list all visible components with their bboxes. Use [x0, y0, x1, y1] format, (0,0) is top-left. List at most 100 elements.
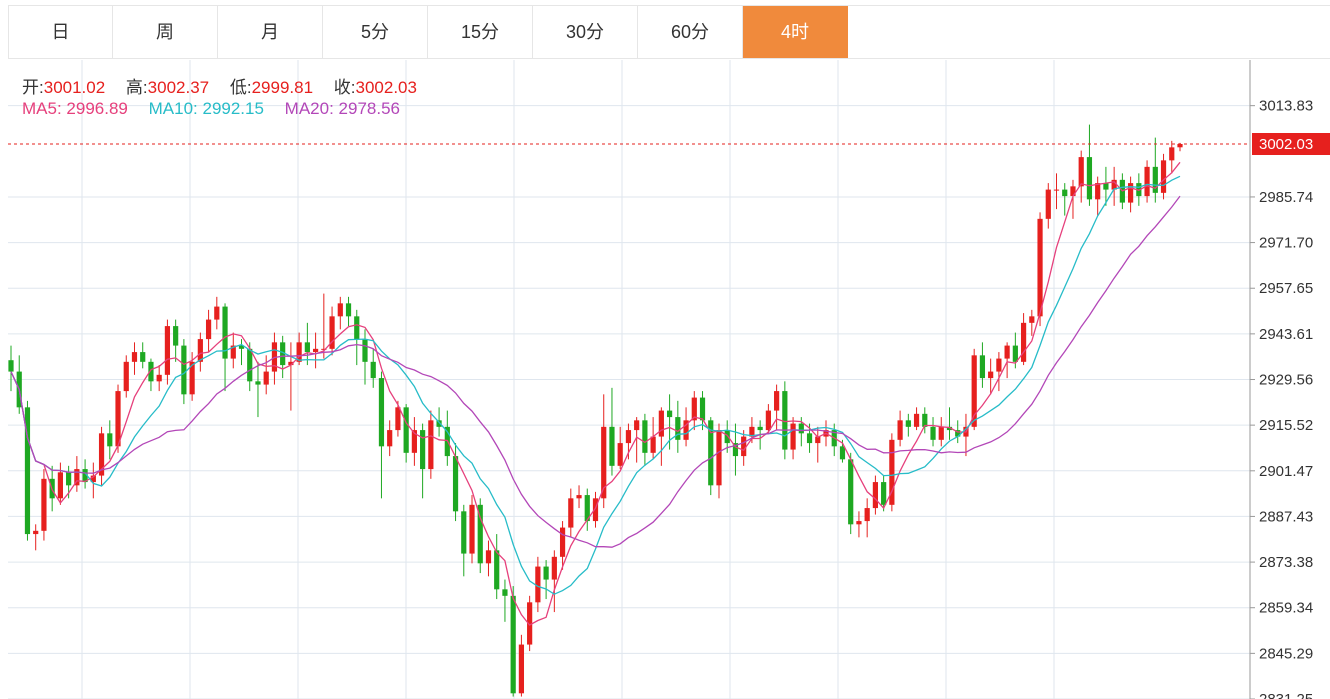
candle	[107, 420, 113, 460]
tab-4hour[interactable]: 4时	[743, 6, 848, 58]
candle-body	[1053, 189, 1060, 191]
candle-body	[148, 361, 154, 382]
high-value: 3002.37	[147, 78, 210, 97]
y-tick-label: 2831.25	[1259, 691, 1313, 699]
candle	[1103, 166, 1109, 206]
candle-body	[164, 326, 171, 375]
candle-body	[140, 352, 146, 362]
candle	[140, 342, 146, 369]
candle	[494, 534, 500, 600]
ma-readout: MA5: 2996.89 MA10: 2992.15 MA20: 2978.56	[22, 99, 400, 119]
candle-body	[181, 345, 187, 395]
candle-body	[971, 355, 977, 427]
candle	[1152, 137, 1158, 203]
candle	[592, 491, 599, 528]
candle	[576, 485, 582, 509]
price-axis: 3013.83 2985.74 2971.70 2957.65 2943.61 2929.…	[1249, 60, 1313, 699]
tab-5min[interactable]: 5分	[323, 6, 428, 58]
y-tick-label: 2929.56	[1259, 372, 1313, 389]
open-value: 3001.02	[43, 78, 106, 97]
tab-week[interactable]: 周	[113, 6, 218, 58]
candle-body	[387, 430, 393, 447]
ma5-value: 2996.89	[66, 99, 128, 118]
candle	[148, 358, 154, 392]
candle	[897, 410, 903, 447]
candle-body	[205, 319, 212, 340]
tab-30min[interactable]: 30分	[533, 6, 638, 58]
candle-body	[551, 556, 557, 580]
y-tick-label: 2845.29	[1259, 645, 1313, 662]
candle	[543, 560, 549, 600]
candle	[1095, 176, 1101, 216]
candle-body	[197, 339, 203, 362]
tab-15min[interactable]: 15分	[428, 6, 533, 58]
candle-body	[173, 326, 179, 346]
candle	[329, 306, 335, 356]
candle	[1053, 173, 1060, 210]
candle-body	[724, 430, 730, 444]
candle-body	[938, 426, 944, 440]
candle-body	[123, 361, 129, 392]
tab-month[interactable]: 月	[218, 6, 323, 58]
candle-body	[1128, 183, 1134, 203]
ma-lines-layer	[10, 161, 1181, 626]
ma20-value: 2978.56	[338, 99, 400, 118]
candle	[510, 586, 516, 697]
candle-body	[461, 511, 467, 554]
candle-body	[543, 566, 549, 580]
candle-body	[436, 420, 442, 427]
candle	[288, 342, 294, 411]
candle	[922, 407, 928, 434]
candle-body	[362, 339, 368, 362]
candle-body	[650, 436, 656, 453]
current-price-label: 3002.03	[1259, 136, 1313, 153]
tab-day[interactable]: 日	[8, 6, 113, 58]
candle	[345, 296, 352, 327]
candle-body	[345, 303, 352, 317]
candle-body	[312, 348, 319, 353]
candle-body	[1144, 166, 1150, 197]
candle	[988, 358, 994, 395]
candle-body	[230, 345, 236, 359]
candle-body	[634, 420, 640, 431]
ma5-line	[10, 161, 1181, 626]
y-tick-label: 2985.74	[1259, 189, 1313, 206]
candle-body	[955, 430, 961, 437]
candle	[1045, 183, 1051, 229]
candle	[905, 413, 911, 437]
candle-body	[156, 374, 162, 382]
candle-body	[625, 430, 632, 444]
candle	[362, 329, 368, 385]
candle-body	[930, 426, 936, 440]
candle-body	[774, 391, 780, 411]
candle	[98, 426, 105, 486]
tab-60min[interactable]: 60分	[638, 6, 743, 58]
candle	[411, 417, 417, 466]
close-value: 3002.03	[355, 78, 417, 97]
candle-body	[8, 360, 14, 372]
candle-body	[1095, 183, 1101, 200]
candle	[741, 430, 747, 466]
candle-body	[559, 527, 566, 557]
candle	[848, 452, 854, 535]
candle-body	[617, 443, 623, 466]
candle-body	[658, 410, 664, 437]
candle-body	[1177, 144, 1183, 148]
candle-body	[247, 348, 253, 382]
candle	[584, 488, 590, 531]
ma20-label: MA20:	[284, 99, 334, 118]
candle-body	[288, 361, 294, 366]
candle-body	[115, 391, 121, 447]
candle-body	[510, 595, 516, 694]
candle-body	[452, 456, 459, 512]
current-price-marker: 3002.03	[8, 133, 1330, 156]
candle-body	[1004, 345, 1010, 359]
candle	[173, 319, 179, 362]
candle-body	[1037, 218, 1043, 317]
candle	[609, 387, 615, 476]
candle	[666, 394, 673, 450]
candle-body	[74, 469, 80, 486]
candle	[156, 365, 162, 392]
candle	[913, 407, 920, 431]
